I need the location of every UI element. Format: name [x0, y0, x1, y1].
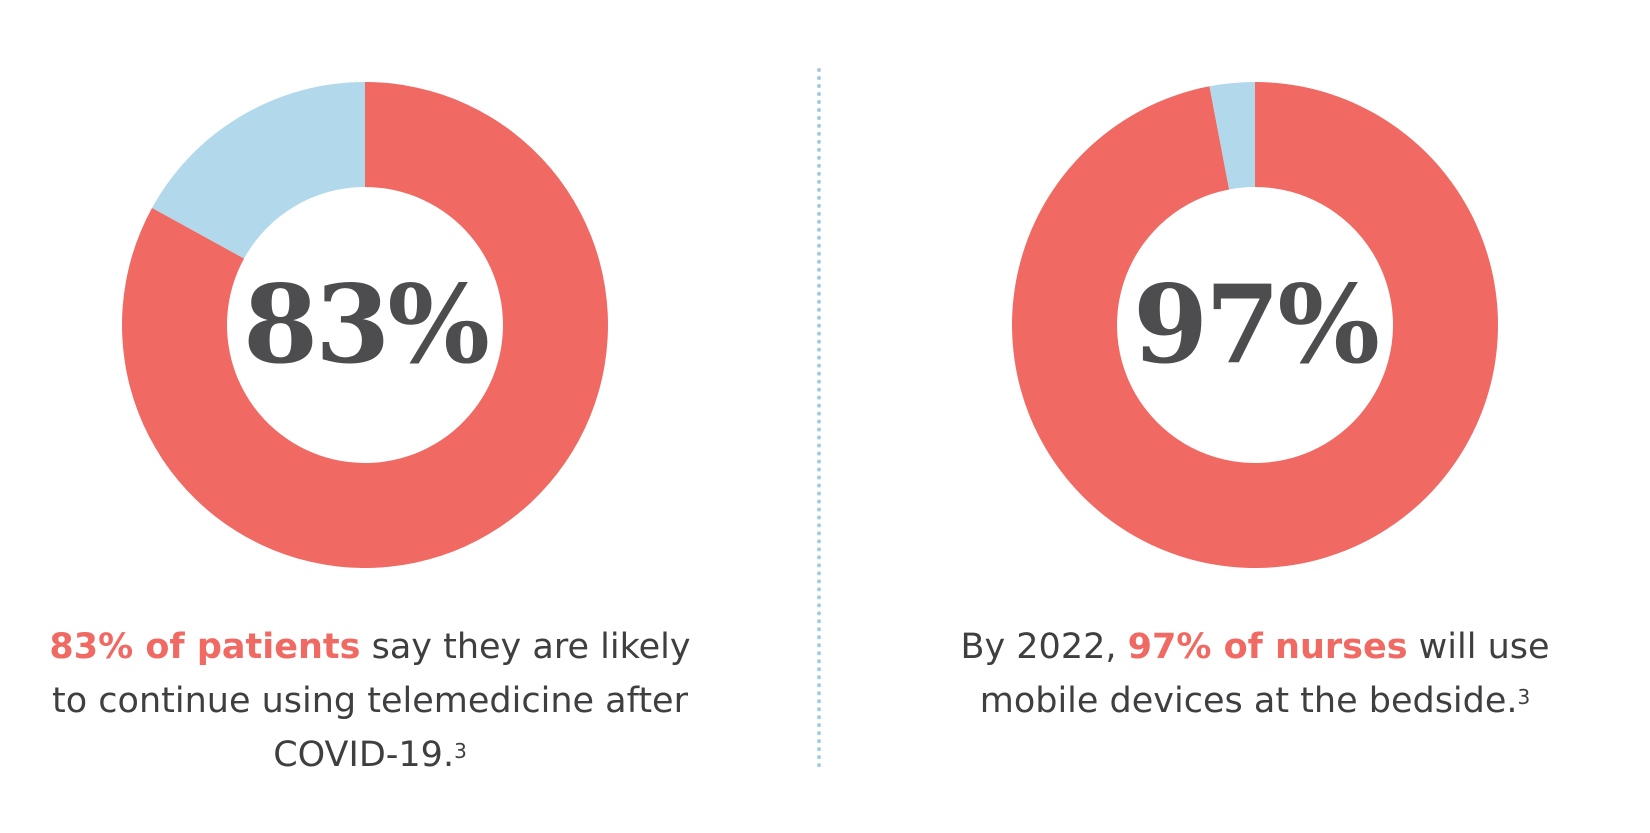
nurses-caption-highlight: 97% of nurses — [1127, 627, 1408, 667]
patients-caption-highlight: 83% of patients — [49, 627, 361, 667]
patients-chart-panel: 83% 83% of patients say they are likely … — [0, 0, 760, 833]
patients-donut-chart: 83% — [110, 70, 620, 580]
nurses-center-value: 97% — [1133, 262, 1380, 388]
patients-caption-text: say they are likely to continue using te… — [52, 627, 691, 775]
nurses-chart-panel: 97% By 2022, 97% of nurses will use mobi… — [860, 0, 1620, 833]
patients-center-value: 83% — [243, 262, 490, 388]
nurses-donut-chart: 97% — [1000, 70, 1510, 580]
donut-slice-0-1 — [152, 81, 365, 259]
donut-slice-1-1 — [1209, 82, 1255, 190]
donut-slice-0-0 — [122, 82, 608, 568]
patients-donut-svg — [122, 81, 608, 568]
nurses-caption: By 2022, 97% of nurses will use mobile d… — [925, 620, 1585, 728]
dotted-divider — [817, 68, 821, 768]
patients-caption: 83% of patients say they are likely to c… — [40, 620, 700, 782]
nurses-caption-text-after: will use mobile devices at the bedside. — [979, 627, 1550, 721]
patients-caption-footnote: 3 — [454, 739, 467, 763]
nurses-caption-text-before: By 2022, — [960, 627, 1128, 667]
nurses-caption-footnote: 3 — [1517, 685, 1531, 709]
donut-slice-1-0 — [1012, 82, 1498, 568]
nurses-donut-svg — [1012, 82, 1498, 568]
